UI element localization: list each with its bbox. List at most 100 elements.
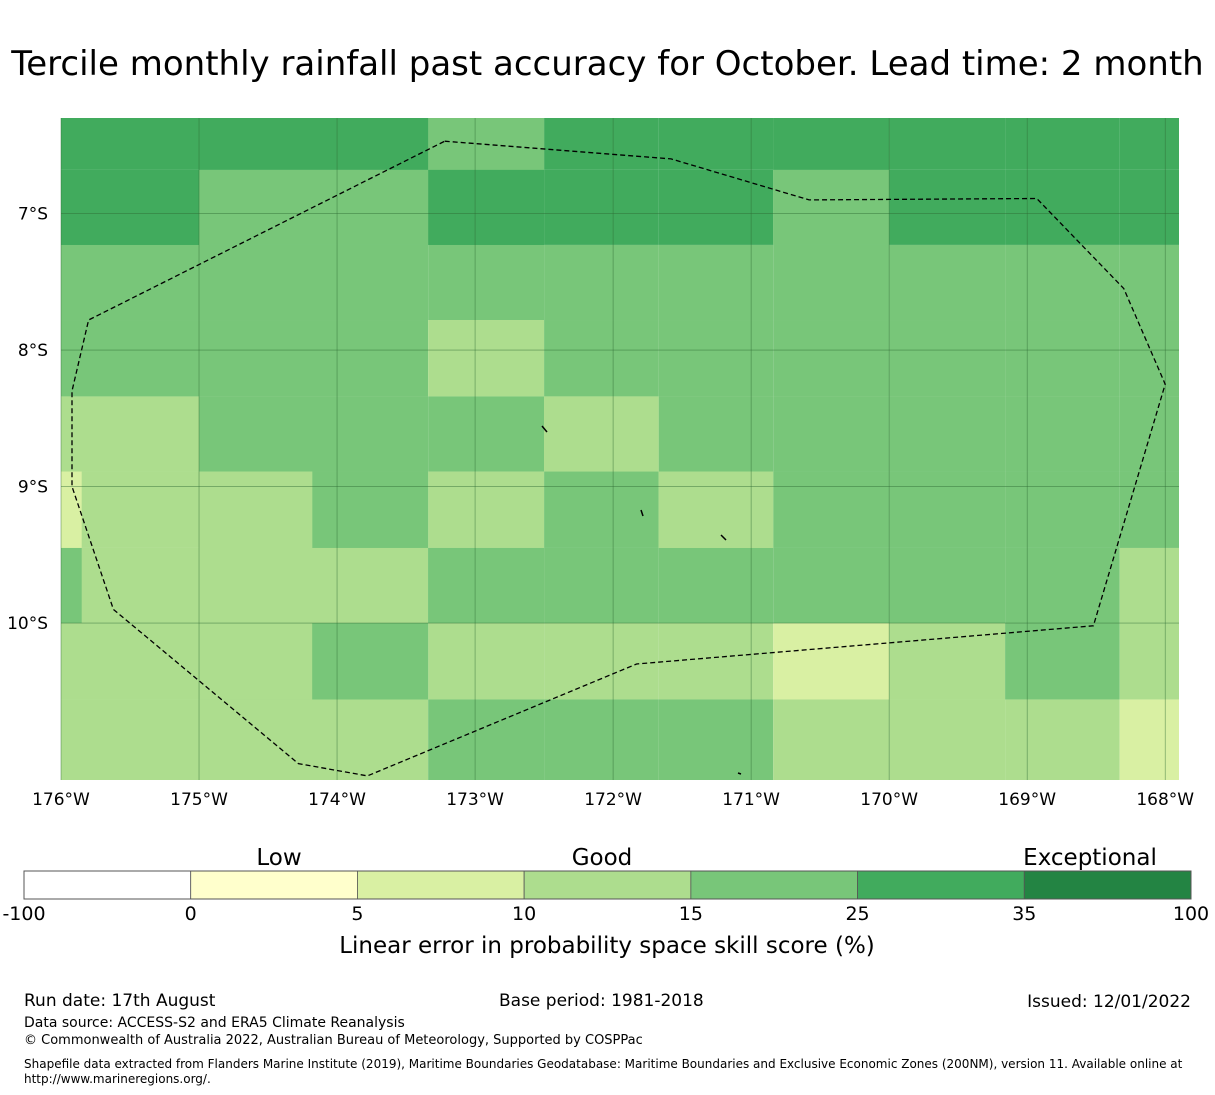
skill-cell — [1005, 396, 1120, 472]
skill-cell — [658, 118, 774, 170]
skill-cell — [773, 699, 890, 780]
map-gridlines — [60, 118, 1179, 780]
lat-tick-label: 8°S — [18, 341, 48, 361]
skill-cell — [773, 118, 890, 170]
skill-cell — [428, 623, 545, 700]
category-exceptional: Exceptional — [1023, 845, 1157, 871]
skill-cell — [61, 471, 82, 548]
skill-cell — [61, 244, 200, 321]
colorbar-tick-label: 100 — [1173, 903, 1209, 925]
colorbar-tick-label: 10 — [512, 903, 536, 925]
skill-cell — [1119, 244, 1179, 321]
category-low: Low — [256, 845, 301, 871]
lon-tick-label: 173°W — [446, 790, 504, 810]
skill-cell — [61, 471, 200, 548]
skill-cell — [199, 471, 313, 548]
skill-cell — [889, 396, 1006, 472]
island-outline — [640, 509, 644, 517]
skill-cell — [658, 623, 774, 700]
chart-title: Tercile monthly rainfall past accuracy f… — [11, 44, 1204, 84]
skill-cell — [1119, 623, 1179, 700]
skill-cell — [658, 699, 774, 780]
skill-cell — [544, 244, 659, 321]
lat-tick-label: 10°S — [7, 614, 48, 634]
colorbar-swatch — [523, 870, 692, 900]
skill-cell — [61, 547, 82, 624]
skill-cell — [658, 244, 774, 321]
skill-cell — [61, 118, 200, 170]
skill-cell — [428, 320, 545, 397]
skill-cell — [1119, 547, 1179, 624]
colorbar-outline — [23, 870, 1192, 900]
skill-cell — [1119, 320, 1179, 397]
colorbar-swatch — [190, 870, 358, 900]
skill-cell — [544, 169, 659, 245]
lon-tick-label: 170°W — [860, 790, 918, 810]
skill-cell — [773, 547, 890, 624]
eez-boundary — [71, 140, 1166, 777]
skill-cell — [773, 471, 890, 548]
data-source: Data source: ACCESS-S2 and ERA5 Climate … — [24, 1015, 405, 1031]
colorbar-tick-label: 15 — [679, 903, 703, 925]
skill-cell — [1119, 118, 1179, 170]
colorbar-label: Linear error in probability space skill … — [339, 933, 875, 959]
category-good: Good — [572, 845, 633, 871]
lon-tick-labels: 176°W 175°W 174°W 173°W 172°W 171°W 170°W 169°W… — [32, 790, 1194, 810]
colorbar-tick-label: 0 — [185, 903, 197, 925]
lat-tick-labels: 7°S 8°S 9°S 10°S — [7, 205, 48, 634]
skill-cell — [544, 118, 659, 170]
skill-cell — [61, 169, 200, 245]
skill-cell — [1005, 699, 1120, 780]
skill-cell — [658, 547, 774, 624]
skill-grid — [61, 118, 1179, 780]
skill-cell — [773, 244, 890, 321]
colorbar-swatch — [690, 870, 858, 900]
colorbar: Low Good Exceptional -100 0 5 10 15 25 35 100 L… — [2, 845, 1209, 959]
run-date: Run date: 17th August — [24, 991, 216, 1011]
lat-tick-label: 7°S — [18, 205, 48, 225]
skill-cell — [1119, 396, 1179, 472]
skill-cell — [312, 623, 429, 700]
skill-cell — [428, 169, 545, 245]
skill-cell — [199, 699, 429, 780]
lon-tick-label: 168°W — [1136, 790, 1194, 810]
skill-cell — [889, 169, 1006, 245]
skill-cell — [1005, 320, 1120, 397]
colorbar-tick-label: 5 — [351, 903, 363, 925]
shapefile-note: Shapefile data extracted from Flanders M… — [24, 1057, 1183, 1086]
base-period: Base period: 1981-2018 — [499, 991, 704, 1011]
colorbar-tick-label: -100 — [2, 903, 45, 925]
island-outline — [737, 772, 742, 775]
skill-cell — [61, 547, 200, 624]
colorbar-swatches — [23, 870, 1192, 900]
skill-cell — [889, 471, 1006, 548]
skill-cell — [1005, 169, 1120, 245]
skill-cell — [199, 320, 429, 397]
skill-cell — [658, 169, 774, 245]
lon-tick-label: 176°W — [32, 790, 90, 810]
colorbar-tick-label: 35 — [1012, 903, 1036, 925]
skill-cell — [312, 471, 429, 548]
skill-cell — [544, 396, 659, 472]
skill-cell — [61, 320, 200, 397]
skill-cell — [199, 244, 429, 321]
lat-tick-label: 9°S — [18, 478, 48, 498]
skill-cell — [1119, 699, 1179, 780]
copyright: © Commonwealth of Australia 2022, Austra… — [24, 1033, 643, 1048]
skill-cell — [889, 320, 1006, 397]
skill-cell — [889, 547, 1006, 624]
lon-tick-label: 174°W — [308, 790, 366, 810]
skill-cell — [544, 699, 659, 780]
colorbar-swatch — [1023, 870, 1192, 900]
skill-cell — [199, 396, 429, 472]
skill-cell — [1005, 547, 1120, 624]
lon-tick-label: 169°W — [998, 790, 1056, 810]
lon-tick-label: 172°W — [584, 790, 642, 810]
skill-cell — [428, 396, 545, 472]
skill-cell — [773, 320, 890, 397]
issued-date: Issued: 12/01/2022 — [1027, 992, 1191, 1012]
skill-cell — [544, 471, 659, 548]
lon-tick-label: 171°W — [722, 790, 780, 810]
skill-cell — [199, 118, 429, 170]
skill-cell — [889, 118, 1006, 170]
